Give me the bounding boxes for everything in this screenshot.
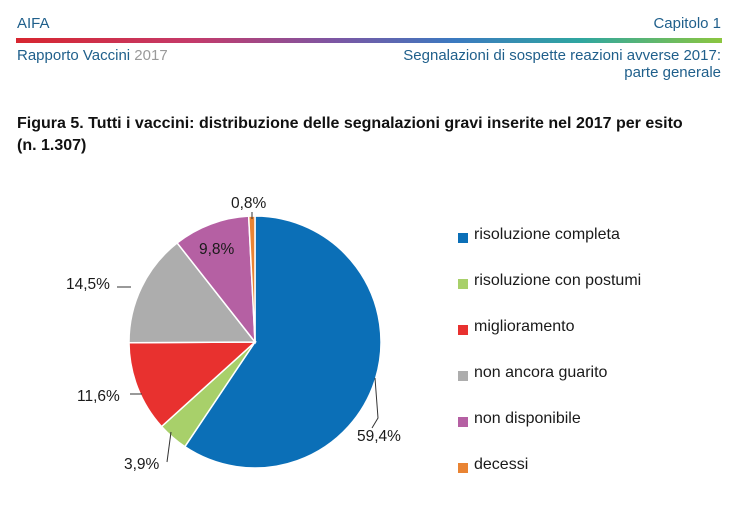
legend-item-non-ancora-guarito: non ancora guarito <box>458 364 641 410</box>
legend-item-risoluzione-con-postumi: risoluzione con postumi <box>458 272 641 318</box>
data-label-miglioramento: 11,6% <box>77 388 120 405</box>
legend-item-decessi: decessi <box>458 456 641 502</box>
header-section-line2: parte generale <box>624 64 721 81</box>
pie-slice-non-disponibile <box>176 215 256 345</box>
legend-swatch-risoluzione-completa <box>458 233 468 243</box>
header-report-name: Rapporto Vaccini <box>17 47 131 64</box>
header-publisher: AIFA <box>17 15 50 32</box>
figure-title-line1: Figura 5. Tutti i vaccini: distribuzione… <box>17 115 683 132</box>
legend-swatch-non-ancora-guarito <box>458 371 468 381</box>
legend-swatch-risoluzione-con-postumi <box>458 279 468 289</box>
header-chapter: Capitolo 1 <box>653 15 721 32</box>
header-section-line1: Segnalazioni di sospette reazioni avvers… <box>403 47 721 64</box>
legend-label-miglioramento: miglioramento <box>474 318 575 335</box>
figure-title-line2: (n. 1.307) <box>17 137 87 154</box>
data-label-non-disponibile: 9,8% <box>199 241 235 258</box>
data-label-decessi: 0,8% <box>231 195 267 212</box>
legend-swatch-decessi <box>458 463 468 473</box>
data-label-risoluzione-completa: 59,4% <box>357 428 401 445</box>
legend-swatch-miglioramento <box>458 325 468 335</box>
legend-label-risoluzione-completa: risoluzione completa <box>474 226 620 243</box>
legend-item-non-disponibile: non disponibile <box>458 410 641 456</box>
chart-legend: risoluzione completa risoluzione con post… <box>458 226 641 502</box>
legend-label-non-disponibile: non disponibile <box>474 410 581 427</box>
legend-label-risoluzione-con-postumi: risoluzione con postumi <box>474 272 642 289</box>
data-label-non-ancora-guarito: 14,5% <box>66 276 110 293</box>
leader-line-risoluzione-con-postumi <box>166 431 172 463</box>
pie-slice-miglioramento <box>128 341 257 428</box>
leader-line-risoluzione-completa <box>371 377 379 429</box>
data-label-risoluzione-con-postumi: 3,9% <box>124 456 160 473</box>
legend-swatch-non-disponibile <box>458 417 468 427</box>
legend-label-decessi: decessi <box>474 456 529 473</box>
header-section-title: Segnalazioni di sospette reazioni avvers… <box>403 47 721 81</box>
header-report-year: 2017 <box>134 47 168 64</box>
legend-item-risoluzione-completa: risoluzione completa <box>458 226 641 272</box>
pie-slice-non-ancora-guarito <box>128 241 257 344</box>
header-report-title: Rapporto Vaccini 2017 <box>17 47 168 64</box>
figure-title: Figura 5. Tutti i vaccini: distribuzione… <box>17 113 723 157</box>
header-divider <box>16 38 722 43</box>
legend-label-non-ancora-guarito: non ancora guarito <box>474 364 608 381</box>
legend-item-miglioramento: miglioramento <box>458 318 641 364</box>
